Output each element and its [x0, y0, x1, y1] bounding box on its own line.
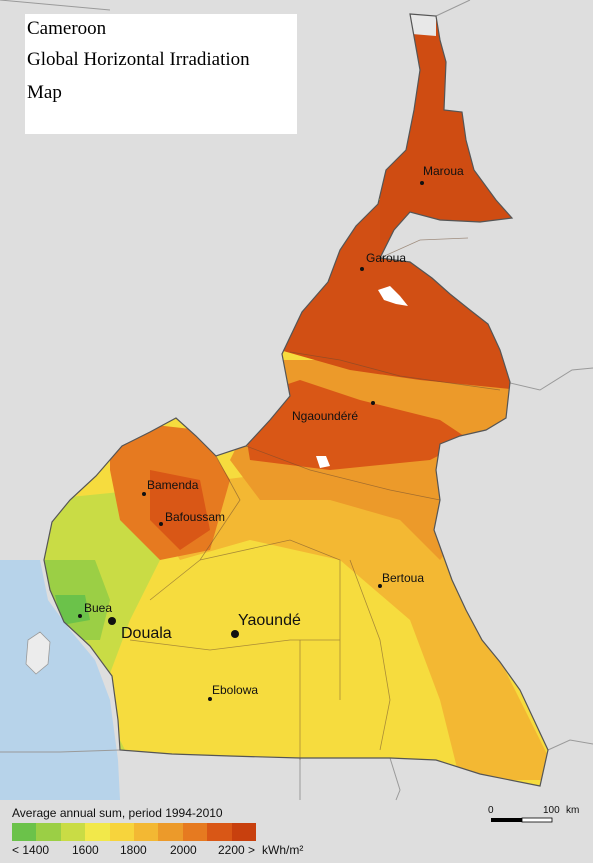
map-title-box: Cameroon Global Horizontal Irradiation M… — [25, 14, 297, 134]
legend-swatch-0 — [12, 823, 37, 841]
city-label-garoua: Garoua — [366, 251, 407, 265]
sea — [0, 560, 120, 800]
legend-tick-1600: 1600 — [72, 843, 99, 857]
legend-color-bar — [12, 823, 256, 841]
city-dot-yaounde — [231, 630, 239, 638]
city-label-ebolowa: Ebolowa — [212, 683, 259, 697]
region-borders — [129, 237, 501, 760]
legend-ticks: < 1400 1600 1800 2000 2200 > kWh/m² — [0, 843, 593, 861]
zone-2100-2200-highlands — [150, 470, 210, 550]
mbakaou-reservoir — [316, 456, 330, 468]
city-label-bertoua: Bertoua — [382, 571, 425, 585]
scale-label-zero: 0 — [488, 805, 494, 816]
city-dot-garoua — [360, 267, 364, 271]
legend-tick-1800: 1800 — [120, 843, 147, 857]
legend-title: Average annual sum, period 1994-2010 — [12, 806, 223, 820]
city-label-bafoussam: Bafoussam — [165, 510, 226, 524]
legend-swatch-3 — [85, 823, 110, 841]
scale-segment-white — [521, 817, 553, 823]
legend-swatch-1 — [36, 823, 61, 841]
map-title-type: Map — [27, 82, 62, 103]
scale-segment-black — [491, 818, 522, 822]
lagdo-reservoir — [378, 286, 408, 306]
city-dot-bamenda — [142, 492, 146, 496]
city-dot-bertoua — [378, 584, 382, 588]
map-title-country: Cameroon — [27, 18, 107, 39]
legend-swatch-5 — [133, 823, 159, 841]
legend-tick-2000: 2000 — [170, 843, 197, 857]
city-dot-douala — [108, 617, 116, 625]
city-dot-maroua — [420, 181, 424, 185]
legend-swatch-4 — [109, 823, 134, 841]
lake-chad — [410, 14, 436, 36]
city-dot-ngaoundere — [371, 401, 375, 405]
city-label-ngaoundere: Ngaoundéré — [292, 409, 359, 423]
city-dot-buea — [78, 614, 82, 618]
city-label-bamenda: Bamenda — [147, 478, 199, 492]
city-label-maroua: Maroua — [423, 164, 464, 178]
legend-swatch-2 — [60, 823, 86, 841]
legend-tick-1400: < 1400 — [12, 843, 50, 857]
scale-label-end: 100 — [543, 805, 560, 816]
city-label-douala: Douala — [121, 625, 172, 642]
city-label-yaounde: Yaoundé — [238, 612, 301, 629]
legend-swatch-7 — [182, 823, 208, 841]
bioko-island — [25, 631, 51, 675]
city-label-buea: Buea — [84, 601, 113, 615]
neighbor-borders — [0, 0, 593, 801]
legend-unit: kWh/m² — [262, 843, 304, 857]
scale-label-unit: km — [566, 805, 580, 816]
legend-swatch-6 — [158, 823, 183, 841]
cameroon-border — [43, 13, 549, 787]
city-dot-ebolowa — [208, 697, 212, 701]
zone-adamawa — [240, 380, 470, 470]
legend-swatch-9 — [231, 823, 256, 841]
legend-swatch-8 — [207, 823, 232, 841]
map-title-subject: Global Horizontal Irradiation — [27, 49, 250, 70]
legend-tick-2200: 2200 > — [218, 843, 256, 857]
city-dot-bafoussam — [159, 522, 163, 526]
scale-bar — [491, 817, 553, 823]
